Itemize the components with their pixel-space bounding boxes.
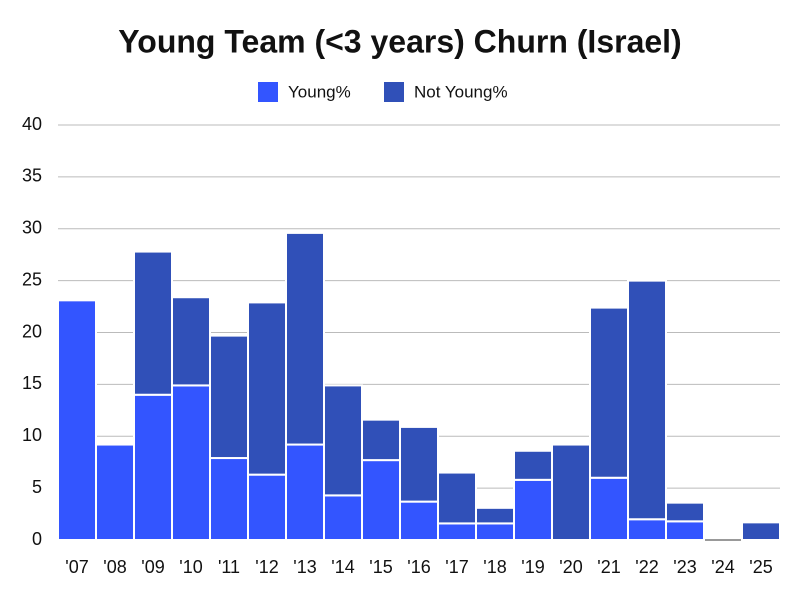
bar-segment (589, 306, 629, 479)
bar-segment (399, 425, 439, 503)
bar-segment (475, 506, 515, 525)
bar-segment (171, 296, 211, 387)
bar-segment (665, 520, 705, 542)
bar-segment (665, 501, 705, 523)
bar-segment (475, 522, 515, 542)
y-tick-label: 5 (32, 477, 42, 497)
x-tick-label: '09 (141, 557, 164, 577)
bar-segment (323, 384, 363, 497)
bar-segment (57, 299, 97, 541)
x-tick-label: '16 (407, 557, 430, 577)
x-tick-label: '17 (445, 557, 468, 577)
x-tick-label: '10 (179, 557, 202, 577)
x-tick-label: '12 (255, 557, 278, 577)
bar-segment (209, 334, 249, 460)
bar-segment (285, 231, 325, 446)
chart-title: Young Team (<3 years) Churn (Israel) (118, 23, 681, 59)
x-tick-label: '24 (711, 557, 734, 577)
y-tick-label: 15 (22, 373, 42, 393)
y-tick-label: 0 (32, 529, 42, 549)
bar-segment (209, 457, 249, 542)
x-tick-label: '20 (559, 557, 582, 577)
x-tick-label: '11 (218, 557, 240, 577)
x-tick-label: '18 (483, 557, 506, 577)
legend-swatch (258, 82, 278, 102)
bar-segment (627, 518, 667, 541)
y-tick-label: 40 (22, 114, 42, 134)
x-tick-label: '07 (65, 557, 88, 577)
bar-segment (133, 393, 173, 541)
bar-segment (513, 478, 553, 542)
bar-segment (437, 522, 477, 542)
x-tick-label: '13 (293, 557, 316, 577)
bar-segment (285, 443, 325, 541)
x-tick-label: '15 (369, 557, 392, 577)
bar-segment (247, 473, 287, 542)
x-tick-label: '14 (331, 557, 354, 577)
x-tick-label: '08 (103, 557, 126, 577)
bar-segment (551, 443, 591, 541)
y-tick-label: 20 (22, 321, 42, 341)
y-tick-label: 25 (22, 269, 42, 289)
legend-label: Young% (288, 82, 351, 101)
bar-segment (361, 459, 401, 541)
x-tick-label: '22 (635, 557, 658, 577)
x-tick-label: '21 (597, 557, 620, 577)
legend-label: Not Young% (414, 82, 508, 101)
y-tick-label: 35 (22, 166, 42, 186)
y-tick-label: 30 (22, 218, 42, 238)
bar-segment (437, 471, 477, 525)
bar-segment (171, 384, 211, 541)
bar-segment (589, 476, 629, 541)
legend-swatch (384, 82, 404, 102)
x-tick-label: '19 (521, 557, 544, 577)
bar-segment (323, 494, 363, 542)
bar-segment (361, 418, 401, 462)
bar-segment (399, 500, 439, 541)
bar-segment (247, 301, 287, 476)
y-tick-label: 10 (22, 425, 42, 445)
x-tick-label: '25 (749, 557, 772, 577)
x-tick-label: '23 (673, 557, 696, 577)
bar-segment (95, 443, 135, 541)
bar-segment (627, 279, 667, 521)
bar-segment (741, 521, 781, 541)
bar-segment (133, 250, 173, 396)
bar-segment (513, 449, 553, 481)
